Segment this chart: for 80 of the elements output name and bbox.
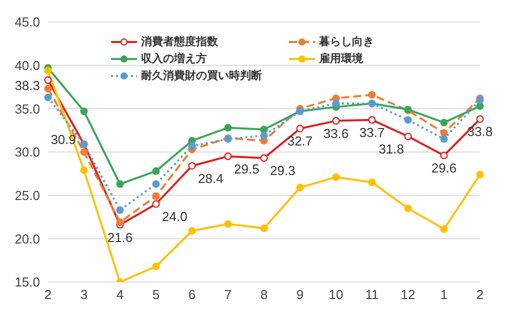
point xyxy=(44,94,52,102)
point xyxy=(332,117,340,125)
data-label: 38.3 xyxy=(14,78,40,94)
point xyxy=(296,184,304,192)
data-label: 24.0 xyxy=(162,209,188,224)
point xyxy=(332,173,340,181)
point xyxy=(152,180,160,188)
point xyxy=(188,142,196,150)
point xyxy=(224,152,232,160)
x-tick-label: 2 xyxy=(476,287,484,302)
data-label: 28.4 xyxy=(198,170,224,186)
point xyxy=(44,84,52,93)
point xyxy=(404,204,412,212)
x-tick-label: 9 xyxy=(296,287,304,302)
point xyxy=(260,126,268,134)
data-label: 33.6 xyxy=(323,126,349,141)
legend-label: 雇用環境 xyxy=(319,51,363,66)
x-tick-label: 12 xyxy=(400,287,416,302)
x-tick-label: 1 xyxy=(440,287,448,302)
point xyxy=(404,132,412,140)
point xyxy=(224,124,232,132)
point xyxy=(116,218,124,226)
point xyxy=(80,148,88,156)
point xyxy=(152,167,160,175)
x-tick-label: 3 xyxy=(80,287,88,302)
point xyxy=(116,180,124,188)
point xyxy=(152,192,160,200)
x-tick-label: 6 xyxy=(188,287,196,302)
point xyxy=(296,124,304,132)
point xyxy=(332,100,340,108)
point xyxy=(440,225,448,233)
data-label: 33.8 xyxy=(467,124,493,140)
y-tick-label: 25.0 xyxy=(14,188,40,203)
point xyxy=(440,135,448,143)
point xyxy=(260,154,268,162)
point xyxy=(404,116,412,124)
legend-label: 消費者態度指数 xyxy=(141,34,218,49)
data-label: 33.7 xyxy=(359,124,385,140)
point xyxy=(44,76,52,84)
point xyxy=(80,107,88,116)
point xyxy=(152,262,160,270)
point xyxy=(476,170,484,178)
x-tick-label: 8 xyxy=(260,287,268,302)
legend-label: 耐久消費財の買い時判断 xyxy=(141,68,262,83)
y-tick-label: 35.0 xyxy=(14,101,40,116)
point xyxy=(368,178,376,186)
point xyxy=(368,116,376,124)
point xyxy=(116,206,124,214)
y-tick-label: 20.0 xyxy=(14,231,40,246)
point xyxy=(224,220,232,228)
x-tick-label: 4 xyxy=(116,287,124,302)
point xyxy=(260,132,268,140)
x-tick-label: 2 xyxy=(44,287,52,302)
point xyxy=(80,166,88,174)
y-tick-label: 40.0 xyxy=(14,58,40,73)
y-tick-label: 30.0 xyxy=(14,144,40,160)
data-label: 29.5 xyxy=(234,161,260,176)
data-label: 32.7 xyxy=(287,134,313,149)
point xyxy=(152,200,160,208)
data-label: 29.3 xyxy=(270,163,296,178)
point xyxy=(368,91,376,99)
y-tick-label: 45.0 xyxy=(14,14,40,30)
point xyxy=(260,224,268,232)
x-tick-label: 11 xyxy=(365,287,379,302)
point xyxy=(188,227,196,235)
data-label: 21.6 xyxy=(107,230,133,245)
legend-label: 収入の増え方 xyxy=(141,51,207,66)
y-tick-label: 15.0 xyxy=(14,274,40,290)
point xyxy=(44,66,52,74)
x-tick-label: 7 xyxy=(224,287,232,302)
point xyxy=(440,152,448,160)
data-label: 31.8 xyxy=(378,141,404,156)
data-label: 29.6 xyxy=(431,160,457,176)
point xyxy=(440,118,448,126)
legend-label: 暮らし向き xyxy=(319,34,374,49)
x-tick-label: 5 xyxy=(152,287,160,302)
point xyxy=(476,102,484,110)
x-tick-label: 10 xyxy=(328,287,344,302)
point xyxy=(476,115,484,123)
point xyxy=(188,162,196,170)
